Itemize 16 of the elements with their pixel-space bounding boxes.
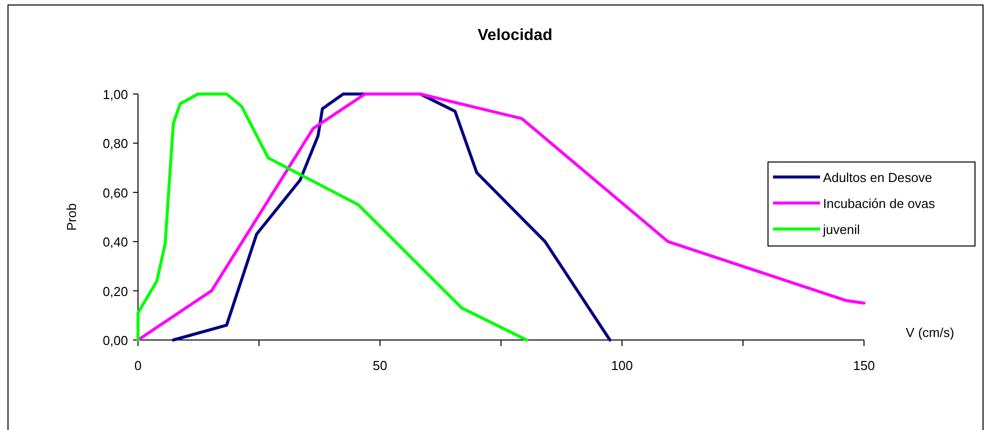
y-tick-label: 0,00 (102, 333, 128, 348)
y-tick-label: 0,60 (102, 185, 128, 200)
legend-label: Adultos en Desove (823, 170, 932, 185)
chart-title: Velocidad (478, 27, 552, 44)
legend-label: Incubación de ovas (823, 196, 936, 211)
y-tick-label: 0,80 (102, 136, 128, 152)
x-axis-title: V (cm/s) (906, 325, 954, 340)
x-tick-label: 0 (134, 358, 142, 373)
y-axis-title: Prob (64, 203, 79, 231)
x-tick-label: 150 (853, 358, 875, 373)
legend-label: juvenil (822, 222, 860, 237)
y-tick-label: 0,40 (102, 234, 128, 250)
y-tick-label: 1,00 (102, 87, 128, 102)
y-tick-label: 0,20 (102, 284, 128, 299)
x-tick-label: 50 (372, 358, 388, 373)
x-tick-label: 100 (611, 358, 633, 373)
